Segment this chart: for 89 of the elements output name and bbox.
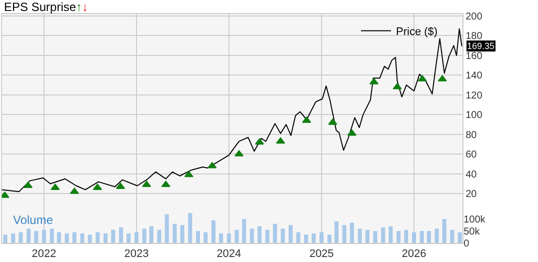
y-tick-label: 160 [466,50,483,62]
bar [118,227,124,243]
bar [381,227,386,243]
bar [104,233,108,243]
bar [450,230,454,243]
bar [226,233,231,243]
bar [388,226,393,243]
point [254,138,264,145]
x-tick-label: 2024 [216,248,242,260]
y-tick-label: 40 [466,169,478,180]
bar [180,225,184,243]
y-tick-label: 100 [466,110,483,122]
y-tick-label: 140 [466,70,483,82]
line-series [2,28,462,192]
y-tick-label: 120 [466,90,483,102]
annotation: 169.35 [467,41,495,51]
bar [404,230,408,243]
bar [304,234,308,243]
y2-tick-label: 0 [464,238,470,250]
bar [164,214,169,243]
bar [373,231,378,243]
bar [188,213,192,243]
bar [149,226,154,243]
bar [134,232,138,243]
bar [342,225,346,243]
series-label: Volume [13,213,54,227]
bar [26,228,31,243]
y-tick-label: 80 [466,130,478,141]
bar [80,233,84,243]
bar [18,232,23,243]
y2-tick-label: 50k [464,226,481,238]
chart-title: EPS Surprise↑↓ [4,0,88,14]
bar [365,230,370,243]
bar [458,232,462,243]
bar [320,232,324,243]
bar [442,219,446,243]
bar [257,226,262,243]
bar [312,233,316,243]
bar [434,228,439,243]
y-tick-label: 60 [466,150,478,161]
bar [265,230,270,243]
bar [72,232,76,243]
y-tick-label: 20 [466,189,478,200]
bar [234,230,239,243]
legend-label: Price ($) [396,26,438,38]
bar [327,234,332,243]
bar [96,232,100,243]
point [161,180,170,188]
x-tick-label: 2026 [402,248,426,260]
bar [11,233,16,243]
bar [64,233,69,243]
y2-tick-label: 100k [464,214,486,226]
bar [142,228,146,243]
x-tick-label: 2022 [32,248,56,260]
bar [350,222,354,243]
y-tick-label: 200 [466,11,483,22]
point [184,170,194,178]
point [276,137,286,144]
point [347,129,356,136]
bar [88,234,92,243]
bar [280,228,285,243]
bar [396,231,401,243]
x-tick-label: 2025 [309,248,334,260]
y-tick-label: 180 [466,31,483,42]
bar [196,231,200,243]
bar [34,231,38,243]
bar [172,224,177,243]
bar [358,228,362,243]
bar [126,233,131,243]
bar [211,220,216,243]
bar [111,230,116,243]
bar [50,228,54,243]
bar [204,232,208,243]
bar [426,231,431,243]
bar [288,225,293,243]
bar [56,232,61,243]
bar [42,230,46,243]
bar [412,232,416,243]
bar [219,233,224,243]
bar [242,219,246,243]
bar [296,232,300,243]
bar [3,234,8,243]
bar [250,228,254,243]
bar [157,230,162,243]
bar [334,221,339,243]
point [142,180,152,188]
bar [272,224,277,243]
x-tick-label: 2023 [124,248,149,260]
bar [420,231,424,243]
